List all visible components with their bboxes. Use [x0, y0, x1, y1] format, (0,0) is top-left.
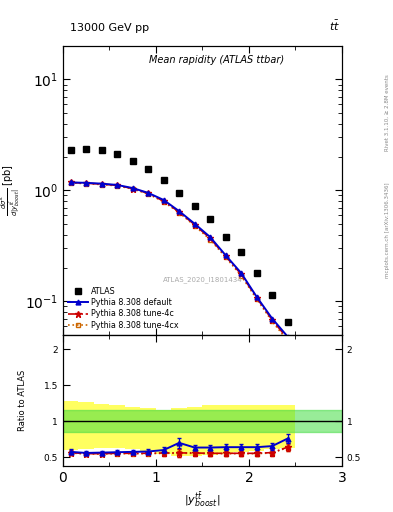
- Text: Mean rapidity (ATLAS ttbar): Mean rapidity (ATLAS ttbar): [149, 55, 284, 65]
- Text: ATLAS_2020_I1801434: ATLAS_2020_I1801434: [163, 276, 242, 283]
- Y-axis label: $\frac{d\sigma^{t\bar{t}}}{d|y^{t\bar{t}}_{boost}|}$ [pb]: $\frac{d\sigma^{t\bar{t}}}{d|y^{t\bar{t}…: [0, 164, 22, 217]
- X-axis label: $|y^{t\bar{t}}_{boost}|$: $|y^{t\bar{t}}_{boost}|$: [184, 490, 220, 509]
- Text: $t\bar{t}$: $t\bar{t}$: [329, 19, 340, 33]
- Legend: ATLAS, Pythia 8.308 default, Pythia 8.308 tune-4c, Pythia 8.308 tune-4cx: ATLAS, Pythia 8.308 default, Pythia 8.30…: [64, 284, 182, 333]
- Bar: [63, 411, 342, 432]
- Text: mcplots.cern.ch [arXiv:1306.3436]: mcplots.cern.ch [arXiv:1306.3436]: [385, 183, 390, 278]
- Y-axis label: Ratio to ATLAS: Ratio to ATLAS: [18, 370, 27, 431]
- Text: Rivet 3.1.10, ≥ 2.8M events: Rivet 3.1.10, ≥ 2.8M events: [385, 74, 390, 151]
- Text: 13000 GeV pp: 13000 GeV pp: [70, 23, 150, 33]
